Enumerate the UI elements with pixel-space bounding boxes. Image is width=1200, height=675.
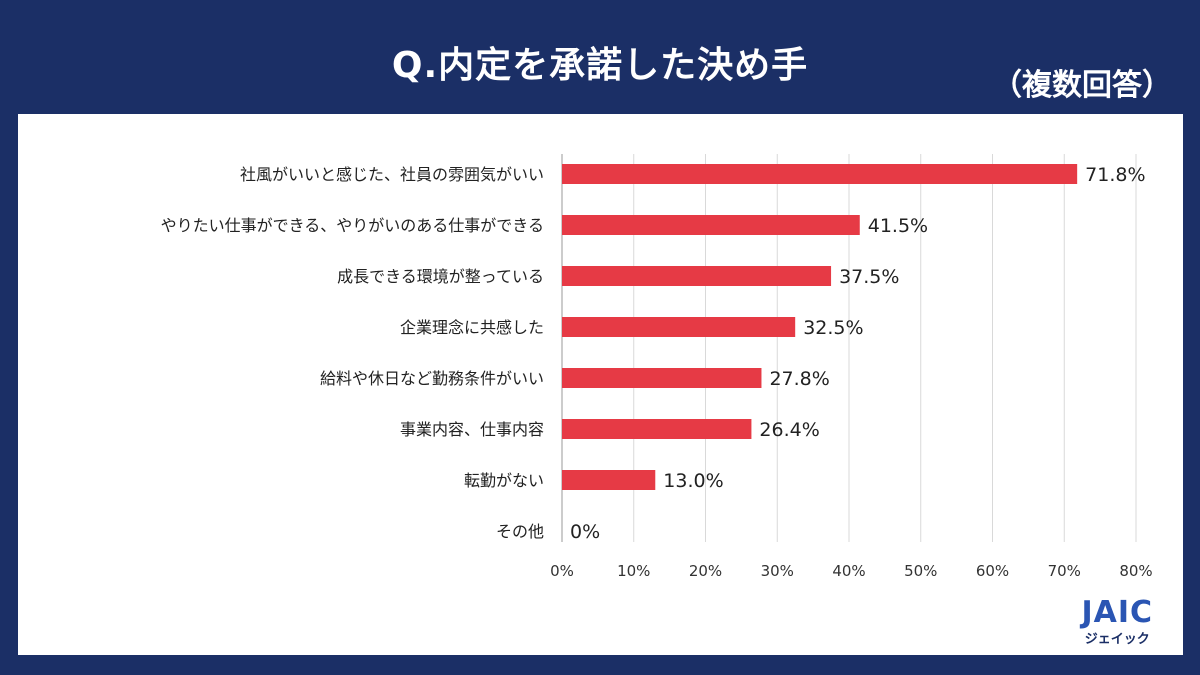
category-label: 給料や休日など勤務条件がいい [320, 369, 544, 388]
bar [562, 368, 762, 388]
data-label: 26.4% [759, 419, 819, 441]
bar-chart: 0% 10% 20% 30% 40% 50% 60% 70% 80% 社風がいいと感じた、社員の雰… [161, 154, 1153, 580]
data-label: 32.5% [803, 317, 863, 339]
bar [562, 317, 796, 337]
category-label: その他 [496, 522, 544, 541]
data-label: 37.5% [839, 266, 899, 288]
category-label: やりたい仕事ができる、やりがいのある仕事ができる [161, 216, 544, 235]
data-label: 71.8% [1085, 164, 1145, 186]
x-tick-label: 10% [617, 562, 650, 580]
chart-title: Q.内定を承諾した決め手 [391, 45, 809, 86]
data-label: 27.8% [769, 368, 829, 390]
bar [562, 419, 752, 439]
category-label: 事業内容、仕事内容 [400, 420, 544, 439]
x-tick-label: 70% [1048, 562, 1081, 580]
bar [562, 266, 832, 286]
data-label: 41.5% [868, 215, 928, 237]
bar [562, 215, 860, 235]
x-tick-label: 60% [976, 562, 1009, 580]
multiple-answer-note: （複数回答） [992, 68, 1172, 103]
brand-logo: JAIC ジェイック [1081, 595, 1153, 648]
brand-logo-text: JAIC [1081, 595, 1153, 630]
category-label: 社風がいいと感じた、社員の雰囲気がいい [240, 165, 544, 184]
data-label: 13.0% [663, 470, 723, 492]
category-label: 成長できる環境が整っている [337, 267, 544, 286]
bar [562, 164, 1078, 184]
x-tick-label: 40% [832, 562, 865, 580]
chart-panel: 0% 10% 20% 30% 40% 50% 60% 70% 80% 社風がいいと感じた、社員の雰… [18, 114, 1183, 655]
x-tick-label: 80% [1119, 562, 1152, 580]
x-tick-label: 30% [761, 562, 794, 580]
category-label: 企業理念に共感した [400, 318, 544, 337]
x-tick-label: 20% [689, 562, 722, 580]
data-label: 0% [570, 521, 600, 543]
bar [562, 470, 656, 490]
brand-kana: ジェイック [1084, 632, 1150, 647]
x-tick-label: 50% [904, 562, 937, 580]
category-label: 転勤がない [464, 471, 544, 490]
x-tick-label: 0% [550, 562, 574, 580]
